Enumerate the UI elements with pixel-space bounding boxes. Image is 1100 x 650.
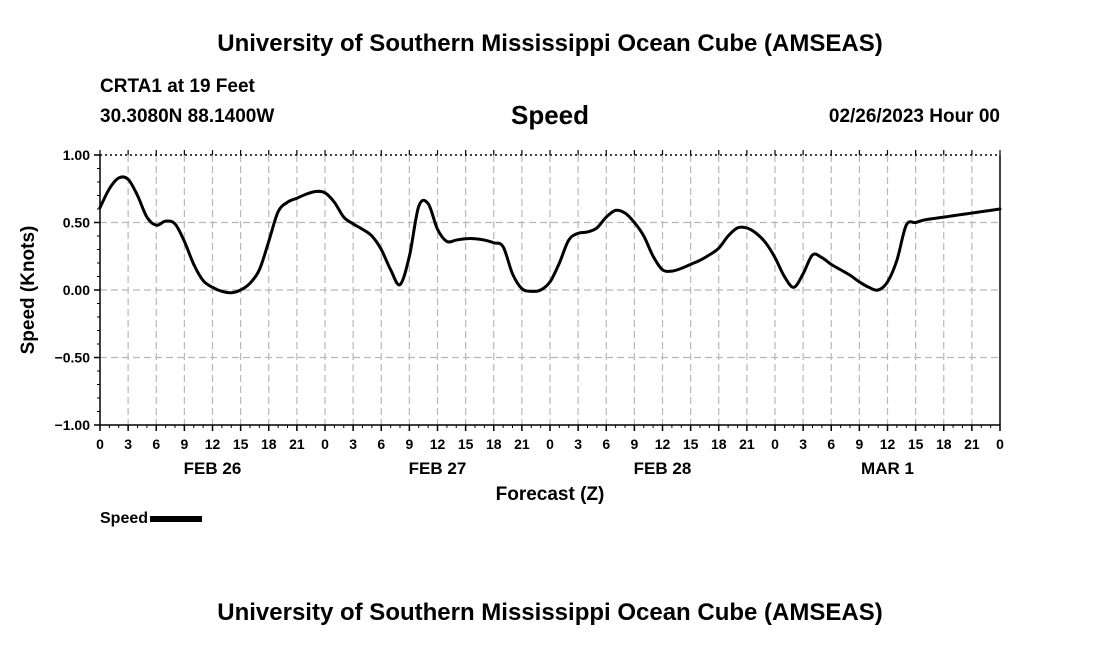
x-tick-label: 0	[546, 436, 554, 452]
legend-label: Speed	[100, 510, 149, 527]
y-tick-label: 0.00	[63, 282, 90, 298]
x-tick-label: 6	[152, 436, 160, 452]
series-line-speed	[98, 175, 1002, 295]
y-tick-label: −1.00	[55, 417, 91, 433]
x-tick-label: 18	[936, 436, 952, 452]
x-tick-label: 21	[514, 436, 530, 452]
y-tick-label: 0.50	[63, 215, 90, 231]
coords-label: 30.3080N 88.1400W	[100, 106, 275, 127]
day-label: FEB 28	[634, 459, 692, 478]
x-tick-label: 15	[683, 436, 699, 452]
x-tick-label: 21	[289, 436, 305, 452]
x-tick-label: 0	[771, 436, 779, 452]
x-tick-label: 15	[458, 436, 474, 452]
day-label: FEB 27	[409, 459, 467, 478]
chart-grid	[100, 155, 1000, 425]
legend-line-icon	[150, 515, 203, 522]
y-axis-label: Speed (Knots)	[18, 226, 39, 355]
x-tick-label: 12	[880, 436, 896, 452]
x-tick-label: 9	[855, 436, 863, 452]
x-tick-label: 9	[180, 436, 188, 452]
x-tick-label: 21	[739, 436, 755, 452]
station-label: CRTA1 at 19 Feet	[100, 76, 255, 97]
x-tick-label: 9	[630, 436, 638, 452]
header-title: University of Southern Mississippi Ocean…	[217, 30, 883, 57]
x-tick-label: 0	[96, 436, 104, 452]
footer-title: University of Southern Mississippi Ocean…	[217, 599, 883, 626]
y-tick-label: 1.00	[63, 147, 90, 163]
day-labels: FEB 26 FEB 27 FEB 28 MAR 1	[184, 459, 914, 478]
x-tick-label: 0	[996, 436, 1004, 452]
x-tick-label: 3	[349, 436, 357, 452]
x-tick-label: 3	[799, 436, 807, 452]
x-tick-label: 6	[377, 436, 385, 452]
x-axis: 0 3 6 9 12 15 18 21 0 3 6 9 12 15 18 21 0 3 6 9 12 15 18 21 0 3 6 9…	[96, 150, 1004, 452]
x-tick-label: 6	[827, 436, 835, 452]
x-tick-label: 3	[124, 436, 132, 452]
day-label: FEB 26	[184, 459, 242, 478]
speed-chart: 1.00 0.50 0.00 −0.50 −1.00 0 3 6 9 12 15 18 21 0 3 6 9 1…	[18, 147, 1004, 505]
chart-title: Speed	[510, 100, 590, 130]
x-tick-label: 18	[711, 436, 727, 452]
date-label: 02/26/2023 Hour 00	[828, 106, 1000, 127]
x-tick-label: 21	[964, 436, 980, 452]
x-tick-label: 9	[405, 436, 413, 452]
legend: Speed	[100, 510, 203, 528]
x-tick-label: 0	[321, 436, 329, 452]
x-tick-label: 18	[486, 436, 502, 452]
x-tick-label: 15	[908, 436, 924, 452]
x-tick-label: 15	[233, 436, 249, 452]
y-axis: 1.00 0.50 0.00 −0.50 −1.00	[55, 147, 100, 433]
y-tick-label: −0.50	[55, 350, 91, 366]
x-tick-label: 12	[205, 436, 221, 452]
x-tick-label: 3	[574, 436, 582, 452]
day-label: MAR 1	[861, 459, 914, 478]
x-tick-label: 12	[430, 436, 446, 452]
x-tick-label: 12	[655, 436, 671, 452]
x-tick-label: 6	[602, 436, 610, 452]
x-tick-label: 18	[261, 436, 277, 452]
x-axis-label: Forecast (Z)	[496, 484, 605, 505]
